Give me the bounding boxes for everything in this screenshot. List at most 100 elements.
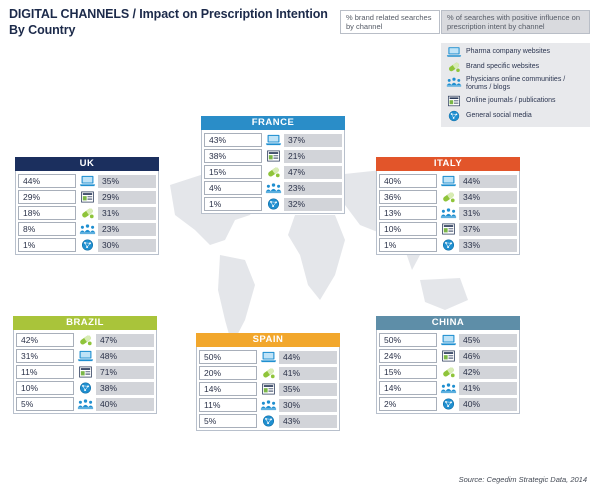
country-card-brazil: BRAZIL 42% 47% 31% 48% 11% 71% 10% 38% 5…: [13, 316, 157, 414]
country-table: 50% 44% 20% 41% 14% 35% 11% 30% 5% 43%: [196, 347, 340, 431]
brand-search-value: 44%: [18, 174, 76, 188]
brand-search-value: 13%: [379, 206, 437, 220]
globe-icon: [440, 398, 457, 410]
table-row: 13% 31%: [379, 206, 517, 220]
table-row: 14% 41%: [379, 381, 517, 395]
header-brand-searches: % brand related searches by channel: [340, 10, 440, 34]
positive-influence-value: 34%: [459, 190, 517, 204]
positive-influence-value: 29%: [98, 190, 156, 204]
pill-icon: [77, 334, 94, 346]
country-card-uk: UK 44% 35% 29% 29% 18% 31% 8% 23% 1% 30%: [15, 157, 159, 255]
legend-item: General social media: [446, 110, 585, 122]
country-header: CHINA: [376, 316, 520, 330]
positive-influence-value: 47%: [96, 333, 154, 347]
brand-search-value: 38%: [204, 149, 262, 163]
brand-search-value: 20%: [199, 366, 257, 380]
pill-icon: [260, 367, 277, 379]
pill-icon: [79, 207, 96, 219]
globe-icon: [260, 415, 277, 427]
brand-search-value: 1%: [204, 197, 262, 211]
positive-influence-value: 47%: [284, 165, 342, 179]
positive-influence-value: 30%: [98, 238, 156, 252]
brand-search-value: 29%: [18, 190, 76, 204]
journal-icon: [440, 223, 457, 235]
laptop-icon: [265, 134, 282, 146]
laptop-icon: [446, 46, 462, 58]
country-table: 42% 47% 31% 48% 11% 71% 10% 38% 5% 40%: [13, 330, 157, 414]
people-icon: [446, 76, 462, 88]
table-row: 42% 47%: [16, 333, 154, 347]
brand-search-value: 5%: [16, 397, 74, 411]
journal-icon: [79, 191, 96, 203]
brand-search-value: 10%: [16, 381, 74, 395]
brand-search-value: 15%: [379, 365, 437, 379]
brand-search-value: 43%: [204, 133, 262, 147]
brand-search-value: 31%: [16, 349, 74, 363]
legend-item: Physicians online communities / forums /…: [446, 76, 585, 92]
country-table: 43% 37% 38% 21% 15% 47% 4% 23% 1% 32%: [201, 130, 345, 214]
table-row: 8% 23%: [18, 222, 156, 236]
people-icon: [77, 398, 94, 410]
people-icon: [265, 182, 282, 194]
globe-icon: [79, 239, 96, 251]
table-row: 15% 47%: [204, 165, 342, 179]
table-row: 50% 44%: [199, 350, 337, 364]
table-row: 40% 44%: [379, 174, 517, 188]
brand-search-value: 24%: [379, 349, 437, 363]
table-row: 43% 37%: [204, 133, 342, 147]
country-card-china: CHINA 50% 45% 24% 46% 15% 42% 14% 41% 2%…: [376, 316, 520, 414]
table-row: 1% 32%: [204, 197, 342, 211]
table-row: 1% 33%: [379, 238, 517, 252]
journal-icon: [265, 150, 282, 162]
brand-search-value: 10%: [379, 222, 437, 236]
pill-icon: [440, 191, 457, 203]
positive-influence-value: 33%: [459, 238, 517, 252]
legend-item: Brand specific websites: [446, 61, 585, 73]
laptop-icon: [77, 350, 94, 362]
positive-influence-value: 21%: [284, 149, 342, 163]
brand-search-value: 11%: [199, 398, 257, 412]
pill-icon: [446, 61, 462, 73]
positive-influence-value: 23%: [98, 222, 156, 236]
globe-icon: [446, 110, 462, 122]
table-row: 24% 46%: [379, 349, 517, 363]
brand-search-value: 5%: [199, 414, 257, 428]
people-icon: [440, 382, 457, 394]
table-row: 5% 43%: [199, 414, 337, 428]
positive-influence-value: 38%: [96, 381, 154, 395]
brand-search-value: 2%: [379, 397, 437, 411]
legend-label: Physicians online communities / forums /…: [466, 76, 566, 91]
country-header: ITALY: [376, 157, 520, 171]
brand-search-value: 50%: [199, 350, 257, 364]
positive-influence-value: 41%: [279, 366, 337, 380]
journal-icon: [440, 350, 457, 362]
positive-influence-value: 35%: [98, 174, 156, 188]
legend-label: Online journals / publications: [466, 97, 556, 104]
positive-influence-value: 32%: [284, 197, 342, 211]
legend-label: General social media: [466, 112, 532, 119]
table-row: 36% 34%: [379, 190, 517, 204]
legend-label: Brand specific websites: [466, 63, 540, 70]
pill-icon: [440, 366, 457, 378]
positive-influence-value: 40%: [96, 397, 154, 411]
country-card-italy: ITALY 40% 44% 36% 34% 13% 31% 10% 37% 1%…: [376, 157, 520, 255]
country-table: 44% 35% 29% 29% 18% 31% 8% 23% 1% 30%: [15, 171, 159, 255]
legend: Pharma company websites Brand specific w…: [441, 43, 590, 127]
positive-influence-value: 45%: [459, 333, 517, 347]
laptop-icon: [79, 175, 96, 187]
positive-influence-value: 48%: [96, 349, 154, 363]
brand-search-value: 14%: [199, 382, 257, 396]
source-note: Source: Cegedim Strategic Data, 2014: [458, 475, 587, 484]
pill-icon: [265, 166, 282, 178]
positive-influence-value: 23%: [284, 181, 342, 195]
legend-label: Pharma company websites: [466, 48, 551, 55]
brand-search-value: 8%: [18, 222, 76, 236]
country-header: BRAZIL: [13, 316, 157, 330]
globe-icon: [265, 198, 282, 210]
brand-search-value: 18%: [18, 206, 76, 220]
brand-search-value: 50%: [379, 333, 437, 347]
table-row: 44% 35%: [18, 174, 156, 188]
journal-icon: [446, 95, 462, 107]
table-row: 20% 41%: [199, 366, 337, 380]
table-row: 5% 40%: [16, 397, 154, 411]
